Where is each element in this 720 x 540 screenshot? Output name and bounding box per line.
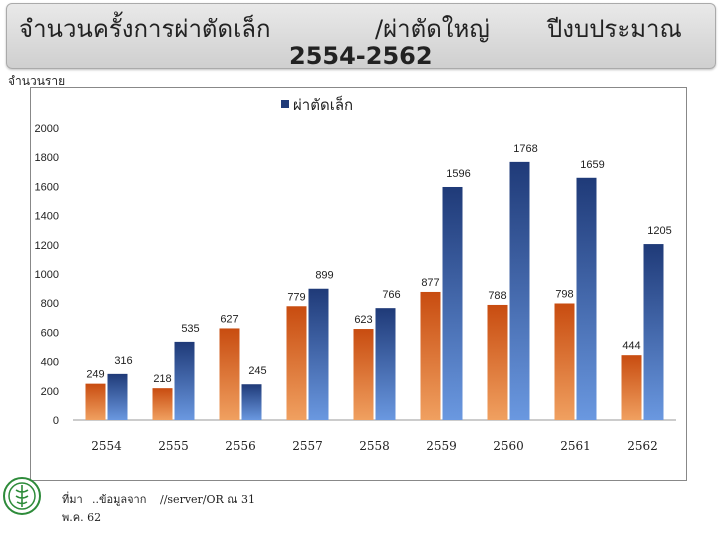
legend-label: ผ่าตัดเล็ก <box>293 95 353 114</box>
bar-major <box>107 373 128 420</box>
y-tick-label: 400 <box>41 357 59 369</box>
data-label-minor: 627 <box>220 313 238 325</box>
x-tick-label: 2555 <box>158 439 189 453</box>
ministry-logo-icon <box>3 477 41 515</box>
bar-minor <box>85 383 106 420</box>
data-label-minor: 798 <box>555 288 573 300</box>
chart-frame: 0 200 400 600 800 1000 1200 1400 1600 1800 2000 ผ่า… <box>30 87 687 481</box>
title-banner: จำนวนครั้งการผ่าตัดเล็ก /ผ่าตัดใหญ่ ปีงบ… <box>6 3 716 70</box>
data-label-major: 1596 <box>446 168 470 180</box>
source-label-3: //server/OR ณ 31 <box>160 493 256 506</box>
x-tick-label: 2556 <box>225 439 256 453</box>
x-tick-label: 2557 <box>292 439 323 453</box>
y-tick-label: 1000 <box>35 269 59 281</box>
data-label-minor: 249 <box>86 369 104 381</box>
title-part-3: ปีงบประมาณ <box>547 15 682 43</box>
legend-swatch <box>281 100 289 108</box>
x-tick-label: 2558 <box>359 439 390 453</box>
y-tick-label: 2000 <box>35 123 59 135</box>
data-label-minor: 623 <box>354 314 372 326</box>
data-label-major: 245 <box>248 365 266 377</box>
y-tick-label: 1200 <box>35 240 59 252</box>
data-label-major: 535 <box>181 323 199 335</box>
x-tick-label: 2559 <box>426 439 457 453</box>
bar-minor <box>219 328 240 420</box>
source-label-2: ..ข้อมูลจาก <box>92 493 147 506</box>
title-years: 2554-2562 <box>289 42 433 70</box>
bar-major <box>174 341 195 420</box>
data-label-major: 1768 <box>513 143 537 155</box>
y-tick-label: 800 <box>41 298 59 310</box>
y-tick-label: 0 <box>53 415 59 427</box>
bar-major <box>241 384 262 420</box>
data-label-minor: 218 <box>153 373 171 385</box>
bar-chart: 0 200 400 600 800 1000 1200 1400 1600 1800 2000 ผ่า… <box>35 95 676 453</box>
bar-major <box>576 177 597 420</box>
x-tick-label: 2562 <box>627 439 658 453</box>
data-label-major: 316 <box>114 355 132 367</box>
bar-major <box>308 288 329 420</box>
x-tick-label: 2560 <box>493 439 524 453</box>
title-part-1: จำนวนครั้งการผ่าตัดเล็ก <box>19 15 271 43</box>
data-label-minor: 788 <box>488 290 506 302</box>
bar-minor <box>554 303 575 420</box>
y-tick-label: 1800 <box>35 152 59 164</box>
bar-minor <box>487 304 508 420</box>
x-tick-label: 2561 <box>560 439 591 453</box>
bar-minor <box>621 355 642 420</box>
data-label-major: 1205 <box>647 225 671 237</box>
data-label-minor: 444 <box>622 340 640 352</box>
data-label-major: 1659 <box>580 159 604 171</box>
bar-minor <box>152 388 173 420</box>
y-unit-label: จำนวนราย <box>8 74 66 88</box>
bar-minor <box>286 306 307 420</box>
bar-major <box>442 186 463 420</box>
bar-major <box>643 244 664 420</box>
data-label-major: 766 <box>382 289 400 301</box>
y-tick-label: 600 <box>41 327 59 339</box>
y-tick-label: 1600 <box>35 181 59 193</box>
source-label-4: พ.ค. 62 <box>62 511 102 524</box>
y-tick-label: 200 <box>41 386 59 398</box>
bar-minor <box>353 329 374 420</box>
data-label-minor: 877 <box>421 277 439 289</box>
data-label-minor: 779 <box>287 291 305 303</box>
bar-major <box>375 308 396 420</box>
source-label-1: ที่มา <box>62 493 83 506</box>
y-tick-label: 1400 <box>35 211 59 223</box>
bar-major <box>509 161 530 420</box>
data-label-major: 899 <box>315 270 333 282</box>
title-part-2: /ผ่าตัดใหญ่ <box>375 15 490 43</box>
x-tick-label: 2554 <box>91 439 122 453</box>
bar-minor <box>420 291 441 420</box>
